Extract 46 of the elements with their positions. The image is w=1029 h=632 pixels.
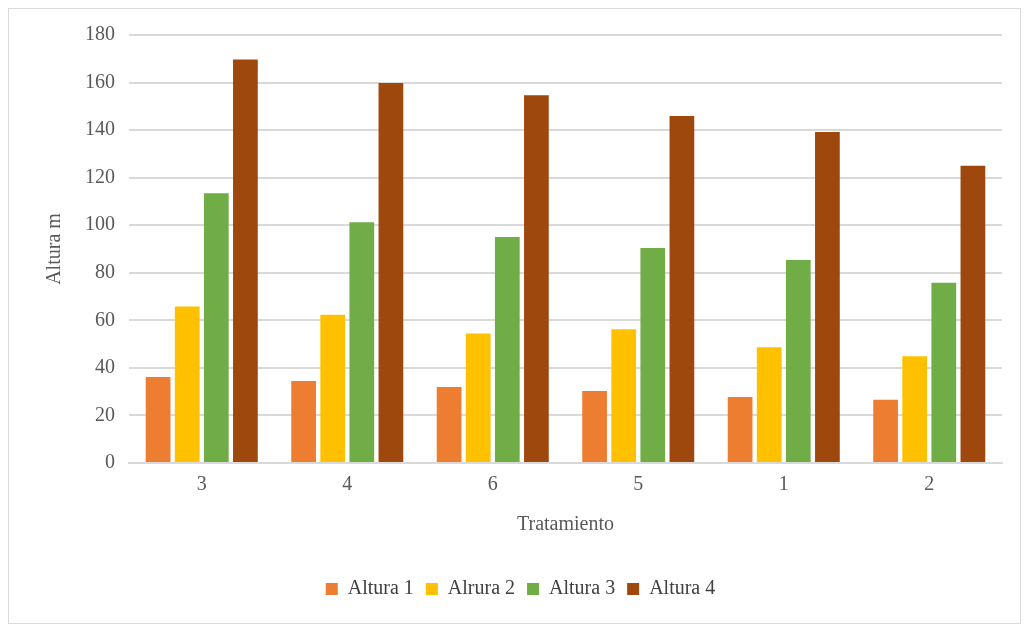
x-tick-label: 4: [342, 472, 353, 495]
x-tick-label: 1: [778, 472, 789, 495]
x-tick-label: 2: [924, 472, 935, 495]
y-tick-label: 120: [85, 164, 115, 187]
y-tick-label: 140: [85, 117, 115, 140]
bar: [640, 248, 666, 462]
y-tick-label: 100: [85, 212, 115, 235]
x-tick-label: 5: [633, 472, 644, 495]
bar: [494, 237, 520, 462]
bar: [873, 399, 898, 462]
x-axis-title: Tratamiento: [516, 512, 615, 535]
legend-label: Altura 4: [649, 576, 716, 599]
bar: [669, 116, 695, 462]
bar: [524, 95, 549, 462]
bar: [465, 333, 491, 462]
bar: [727, 396, 753, 462]
y-tick-label: 80: [95, 260, 115, 283]
bar: [611, 329, 637, 462]
y-tick-label: 40: [95, 355, 115, 378]
y-tick-label: 20: [95, 402, 115, 425]
y-axis-title: Altura m: [42, 212, 65, 285]
bar: [145, 376, 171, 462]
legend-label: Altura 3: [549, 576, 616, 599]
bar: [378, 83, 404, 462]
y-tick-label: 0: [105, 450, 115, 473]
x-tick-label: 6: [487, 472, 498, 495]
legend-label: Alrura 2: [447, 576, 516, 599]
bar: [902, 356, 928, 462]
y-tick-label: 160: [85, 69, 115, 92]
bar: [203, 193, 229, 462]
bar: [174, 306, 200, 462]
bar: [320, 314, 346, 462]
bar: [931, 282, 957, 462]
x-tick-label: 3: [196, 472, 207, 495]
y-tick-label: 60: [95, 307, 115, 330]
y-tick-label: 180: [85, 22, 115, 45]
bar: [233, 59, 258, 462]
bar: [436, 386, 462, 462]
bar: [960, 165, 986, 462]
bar: [291, 380, 316, 462]
bar: [349, 222, 375, 462]
bar: [815, 132, 840, 462]
bar: [785, 259, 811, 462]
bar: [582, 390, 607, 462]
legend-label: Altura 1: [347, 576, 414, 599]
bar: [756, 347, 782, 462]
